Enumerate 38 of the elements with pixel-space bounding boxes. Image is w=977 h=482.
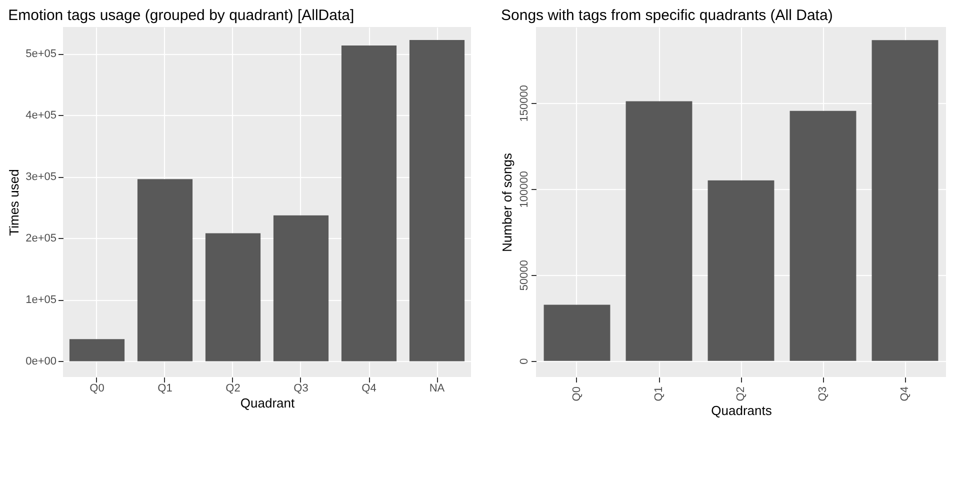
chart-title: Songs with tags from specific quadrants (All Data) <box>501 7 833 24</box>
bar <box>626 101 692 361</box>
bar <box>708 180 774 361</box>
x-tick-label: Q3 <box>294 382 308 394</box>
y-tick-label: 50000 <box>518 260 530 291</box>
bar <box>69 339 125 362</box>
x-tick-label: NA <box>429 382 446 394</box>
y-tick-label: 100000 <box>518 170 530 208</box>
x-tick-label: Q2 <box>735 386 747 402</box>
y-tick-label: 1e+05 <box>26 294 56 306</box>
bar <box>137 179 193 362</box>
bar <box>544 304 610 361</box>
x-axis-title: Quadrant <box>240 396 295 410</box>
y-axis-title: Times used <box>6 169 22 236</box>
x-tick-label: Q3 <box>817 386 829 402</box>
y-tick-label: 5e+05 <box>26 48 56 60</box>
x-tick-label: Q0 <box>571 386 583 402</box>
x-tick-label: Q1 <box>158 382 172 394</box>
y-tick-label: 0e+00 <box>26 356 56 368</box>
x-axis-title: Quadrants <box>711 403 772 418</box>
x-tick-label: Q4 <box>899 386 911 402</box>
y-tick-label: 4e+05 <box>26 110 56 122</box>
y-tick-label: 0 <box>518 358 530 364</box>
bar <box>205 233 261 362</box>
bar <box>872 40 938 361</box>
bar <box>409 40 465 362</box>
y-tick-label: 3e+05 <box>26 171 56 184</box>
bar <box>790 110 856 361</box>
y-axis-title: Number of songs <box>500 152 514 252</box>
y-tick-label: 150000 <box>518 84 530 122</box>
x-tick-label: Q4 <box>362 382 376 394</box>
x-tick-label: Q1 <box>653 386 665 402</box>
chart-title: Emotion tags usage (grouped by quadrant) [AllData] <box>8 7 354 24</box>
bar <box>341 46 397 362</box>
x-tick-label: Q2 <box>226 382 240 394</box>
y-tick-label: 2e+05 <box>26 232 56 245</box>
bar <box>273 215 329 362</box>
x-tick-label: Q0 <box>90 382 104 394</box>
